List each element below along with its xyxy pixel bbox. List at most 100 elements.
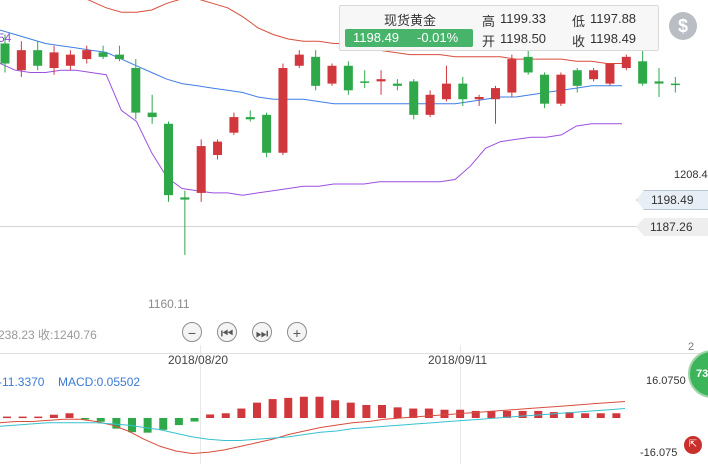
macd-histogram-bar: [18, 416, 27, 419]
open-label: 开: [482, 34, 496, 49]
candle-body: [409, 81, 419, 115]
macd-histogram-bar: [346, 402, 355, 418]
macd-histogram-bar: [128, 418, 136, 433]
candle-body: [131, 68, 141, 113]
open-value: 1198.50: [500, 31, 547, 46]
candle-body: [523, 56, 533, 73]
candle-body: [311, 56, 321, 86]
upper-price-label: 1208.44: [674, 169, 708, 181]
band-mid-line: [0, 29, 622, 105]
macd-histogram-bar: [268, 399, 277, 418]
candle-body: [213, 141, 223, 155]
candle-body: [654, 81, 664, 84]
candle-body: [458, 83, 468, 100]
macd-histogram-bar: [440, 409, 449, 418]
candle-body: [147, 112, 157, 118]
macd-value-label: MACD:0.05502: [58, 375, 140, 389]
next-button[interactable]: ⏭: [252, 322, 272, 342]
macd-histogram-bar: [331, 400, 340, 418]
top-left-partial-label: 54: [0, 31, 12, 45]
band-lower-line: [0, 63, 622, 196]
macd-histogram-bar: [221, 413, 230, 418]
candle-body: [164, 123, 173, 196]
macd-histogram-bar: [315, 396, 324, 418]
candle-body: [638, 61, 648, 84]
current-price-tag: 1198.49: [636, 190, 708, 210]
date-label-1: 2018/08/20: [168, 353, 228, 367]
macd-dif-line: [0, 401, 626, 455]
candle-body: [327, 65, 337, 84]
candle-body: [621, 56, 631, 68]
high-label: 高: [482, 14, 496, 29]
candle-body: [33, 50, 43, 66]
macd-histogram-bar: [159, 418, 168, 430]
macd-histogram-bar: [65, 413, 74, 418]
candle-body: [114, 54, 124, 60]
date-label-2: 2018/09/11: [428, 353, 487, 367]
macd-histogram-bar: [612, 413, 621, 418]
candle-body: [474, 97, 484, 100]
macd-histogram-bar: [96, 418, 105, 422]
min-price-label: 1160.11: [148, 297, 190, 311]
bollinger-bands: [0, 0, 622, 196]
candle-body: [245, 117, 255, 120]
macd-histogram-bar: [143, 418, 152, 433]
macd-dea-line: [0, 408, 626, 441]
left-info-label: 238.23 收:1240.76: [0, 328, 97, 342]
candle-body: [441, 83, 451, 100]
candle-body: [294, 54, 304, 66]
band-upper-line: [87, 0, 622, 64]
macd-min-label: -16.075: [640, 447, 677, 459]
candle-body: [376, 79, 386, 82]
macd-histogram-bar: [362, 404, 371, 418]
macd-histogram-bar: [596, 413, 605, 418]
macd-histogram-bar: [487, 410, 496, 418]
macd-histogram-bar: [424, 408, 433, 418]
candle-body: [0, 43, 10, 64]
current-price: 1198.49: [353, 30, 400, 45]
prev-button[interactable]: ⏮: [217, 322, 237, 342]
macd-histogram-bar: [253, 402, 261, 418]
quote-panel: 现货黄金 1198.49 -0.01% 高 1199.33 低 1197.88 …: [339, 5, 659, 51]
macd-histogram-bar: [299, 396, 308, 418]
candlestick-series: [0, 34, 680, 255]
candle-body: [392, 83, 402, 86]
macd-histogram-bar: [49, 414, 58, 418]
macd-histogram-bar: [206, 414, 215, 418]
expand-icon[interactable]: ⇱: [684, 436, 702, 454]
high-value: 1199.33: [500, 11, 547, 26]
macd-histogram-bar: [581, 413, 590, 418]
close-label: 收: [572, 34, 586, 49]
macd-histogram-bar: [34, 416, 43, 419]
candle-body: [556, 74, 566, 104]
macd-histogram-bar: [503, 410, 511, 418]
macd-histogram-bar: [190, 418, 199, 422]
macd-histogram-bar: [174, 418, 183, 426]
price-badge: 1198.49 -0.01%: [345, 29, 473, 47]
candle-body: [425, 94, 435, 115]
zoom-in-button[interactable]: +: [287, 322, 307, 342]
candle-body: [65, 54, 75, 66]
candle-body: [16, 50, 26, 71]
candle-body: [229, 117, 239, 133]
zoom-out-button[interactable]: −: [182, 322, 202, 342]
macd-histogram-bar: [237, 408, 246, 418]
candle-body: [572, 70, 582, 86]
candle-body: [98, 52, 108, 57]
close-value: 1198.49: [590, 31, 637, 46]
candle-body: [49, 52, 59, 68]
instrument-name: 现货黄金: [384, 13, 437, 28]
macd-max-label: 16.0750: [646, 375, 686, 387]
low-value: 1197.88: [590, 11, 637, 26]
right-edge-partial-label: 2: [688, 341, 694, 353]
macd-histogram-bar: [565, 412, 574, 418]
candle-body: [507, 59, 517, 93]
macd-histogram-bar: [3, 416, 11, 419]
candle-body: [82, 50, 92, 60]
macd-histogram-bar: [409, 408, 418, 418]
candle-body: [605, 63, 615, 84]
score-gauge[interactable]: 73: [688, 350, 708, 398]
dollar-icon[interactable]: $: [669, 12, 697, 40]
macd-histogram-bar: [549, 412, 558, 418]
